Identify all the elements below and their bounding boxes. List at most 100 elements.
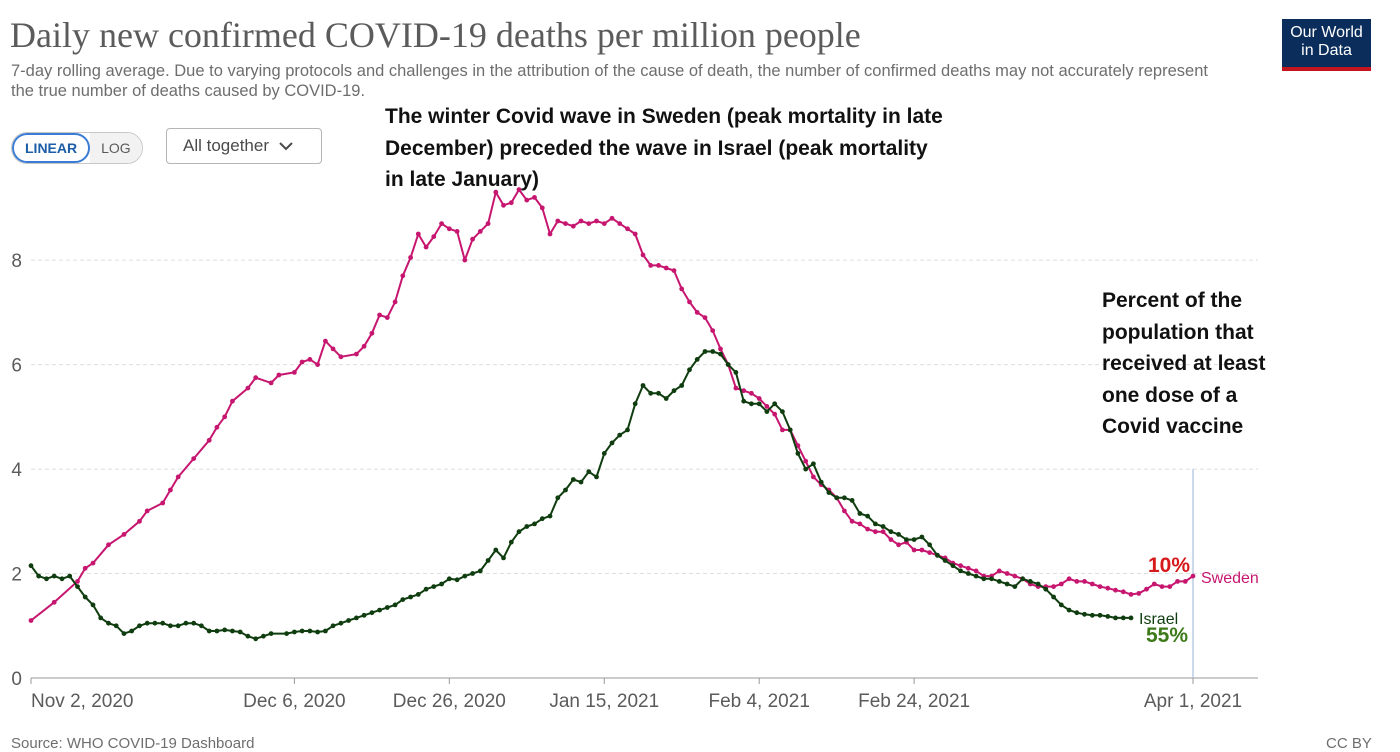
- sweden-data-point: [415, 231, 421, 237]
- israel-data-point: [989, 576, 994, 582]
- sweden-data-point: [617, 221, 623, 227]
- israel-data-point: [323, 628, 328, 634]
- sweden-data-point: [532, 195, 537, 200]
- israel-series-line: [30, 350, 1131, 640]
- israel-data-point: [44, 576, 49, 582]
- sweden-data-point: [601, 221, 607, 227]
- x-tick-label: Dec 26, 2020: [393, 691, 506, 712]
- source-note: Source: WHO COVID-19 Dashboard: [11, 735, 255, 752]
- israel-data-point: [896, 532, 901, 537]
- israel-data-point: [679, 383, 685, 388]
- israel-data-point: [1128, 615, 1134, 621]
- sweden-data-point: [811, 474, 816, 480]
- sweden-data-point: [679, 286, 685, 292]
- sweden-data-point: [1004, 571, 1010, 576]
- sweden-data-point: [1051, 584, 1056, 589]
- israel-data-point: [516, 529, 522, 535]
- x-tick-label: Feb 4, 2021: [708, 691, 809, 712]
- israel-data-point: [865, 513, 870, 519]
- israel-data-point: [787, 427, 793, 433]
- sweden-data-point: [214, 424, 220, 430]
- israel-data-point: [160, 620, 166, 626]
- israel-data-point: [75, 584, 80, 589]
- owid-logo[interactable]: Our World in Data: [1282, 19, 1371, 71]
- israel-data-point: [462, 573, 468, 579]
- israel-data-point: [702, 349, 708, 354]
- sweden-data-point: [656, 263, 661, 268]
- sweden-data-point: [423, 244, 429, 250]
- sweden-data-point: [803, 458, 809, 464]
- sweden-data-point: [501, 202, 506, 208]
- israel-data-point: [354, 615, 359, 621]
- sweden-data-point: [121, 532, 127, 537]
- israel-data-point: [733, 370, 739, 375]
- y-tick-label: 6: [11, 356, 22, 377]
- israel-data-point: [1027, 579, 1033, 584]
- sweden-data-point: [1120, 589, 1126, 595]
- israel-data-point: [640, 383, 646, 388]
- israel-data-point: [1051, 594, 1056, 600]
- israel-data-point: [710, 349, 716, 354]
- sweden-data-point: [439, 221, 444, 227]
- israel-data-point: [284, 631, 289, 636]
- israel-data-point: [857, 511, 863, 516]
- logo-line-2: in Data: [1301, 42, 1352, 59]
- israel-data-point: [609, 440, 615, 446]
- israel-data-point: [508, 539, 514, 545]
- sweden-data-point: [206, 437, 212, 443]
- facet-dropdown[interactable]: All together: [166, 128, 322, 164]
- israel-data-point: [206, 628, 212, 634]
- israel-data-point: [1020, 576, 1025, 582]
- scale-toggle: LINEAR LOG: [11, 132, 143, 164]
- israel-data-point: [1074, 610, 1080, 616]
- sweden-data-point: [857, 521, 863, 527]
- sweden-data-point: [369, 330, 375, 336]
- sweden-data-point: [477, 229, 483, 234]
- sweden-data-point: [28, 618, 34, 623]
- israel-data-point: [400, 597, 406, 602]
- sweden-data-point: [570, 223, 576, 229]
- linear-scale-button[interactable]: LINEAR: [12, 133, 91, 163]
- sweden-data-point: [772, 411, 778, 417]
- israel-data-point: [570, 477, 576, 482]
- sweden-data-point: [547, 231, 553, 237]
- sweden-vaccine-percent: 10%: [1148, 554, 1191, 577]
- sweden-data-point: [323, 338, 328, 344]
- sweden-data-point: [1012, 573, 1018, 579]
- israel-data-point: [183, 620, 189, 626]
- israel-data-point: [493, 547, 499, 553]
- israel-data-point: [935, 552, 940, 558]
- israel-data-point: [144, 620, 150, 626]
- israel-data-point: [950, 563, 956, 569]
- israel-data-point: [1035, 581, 1041, 587]
- sweden-data-point: [873, 529, 878, 535]
- sweden-data-point: [663, 265, 669, 271]
- israel-data-point: [880, 524, 886, 529]
- sweden-data-point: [1066, 576, 1072, 582]
- israel-data-point: [1066, 607, 1072, 613]
- sweden-data-point: [384, 315, 390, 320]
- israel-data-point: [129, 628, 135, 634]
- sweden-data-point: [493, 189, 499, 195]
- israel-data-point: [315, 629, 320, 635]
- israel-data-point: [1058, 602, 1064, 608]
- israel-data-point: [594, 474, 599, 480]
- sweden-data-point: [555, 218, 561, 224]
- sweden-data-point: [849, 518, 855, 524]
- sweden-data-point: [578, 218, 584, 224]
- sweden-data-point: [245, 385, 251, 391]
- israel-data-point: [849, 498, 855, 503]
- sweden-data-point: [175, 474, 181, 480]
- sweden-data-point: [865, 526, 870, 532]
- israel-data-point: [415, 592, 421, 597]
- sweden-data-point: [780, 427, 785, 433]
- y-tick-label: 4: [11, 460, 22, 481]
- israel-data-point: [98, 615, 104, 621]
- x-tick-label: Feb 24, 2021: [858, 691, 970, 712]
- israel-data-point: [137, 623, 142, 629]
- sweden-data-point: [888, 537, 894, 542]
- israel-data-point: [175, 623, 181, 629]
- sweden-data-point: [1182, 579, 1188, 584]
- log-scale-button[interactable]: LOG: [90, 133, 142, 163]
